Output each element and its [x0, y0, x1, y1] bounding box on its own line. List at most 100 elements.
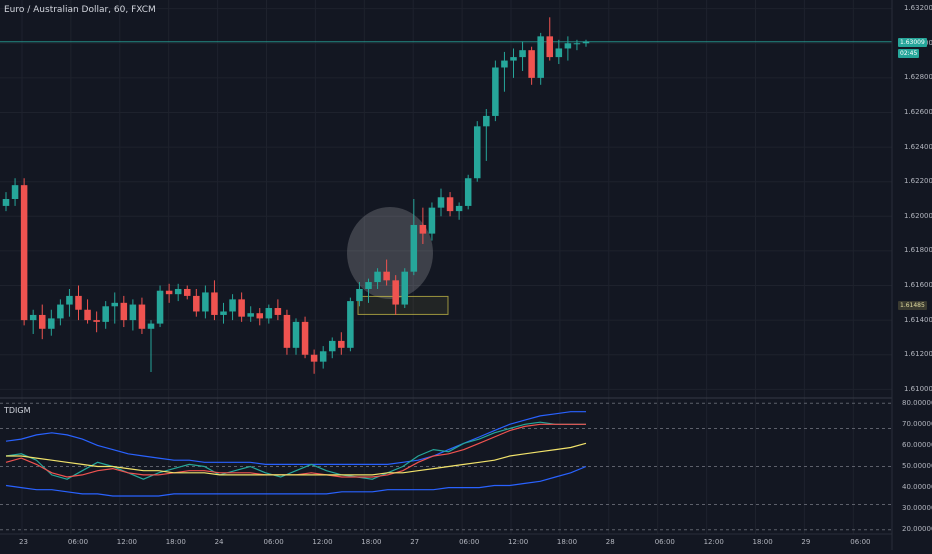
candle-body: [319, 351, 327, 362]
time-axis-label: 06:00: [263, 538, 284, 546]
time-axis-label: 18:00: [752, 538, 773, 546]
price-axis-label: 1.61000: [904, 384, 932, 393]
candle-body: [347, 301, 354, 348]
candle-body: [292, 321, 300, 348]
candle-body: [582, 41, 590, 44]
candle-body: [193, 295, 200, 312]
candle-body: [111, 302, 119, 307]
upper-band-line: [5, 411, 586, 465]
candle-body: [283, 314, 291, 348]
candle-body: [183, 288, 191, 296]
price-axis-label: 1.62600: [904, 107, 932, 116]
candle-body: [528, 50, 535, 78]
marker-price-badge: 1.61485: [898, 301, 927, 310]
candle-body: [301, 321, 309, 355]
candle-body: [265, 308, 273, 319]
price-axis-label: 1.61800: [904, 246, 932, 255]
price-axis-label: 1.61200: [904, 350, 932, 359]
candle-body: [147, 323, 155, 329]
candle-body: [356, 288, 363, 302]
price-axis-label: 1.62200: [904, 177, 932, 186]
time-axis-label: 28: [605, 538, 615, 546]
candle-body: [365, 282, 372, 289]
candle-body: [129, 304, 137, 321]
time-axis-label: 06:00: [654, 538, 675, 546]
candle-body: [374, 271, 381, 283]
price-axis-label: 1.61400: [904, 315, 932, 324]
candle-body: [455, 205, 463, 212]
candle-body: [428, 207, 436, 234]
time-axis-label: 12:00: [508, 538, 529, 546]
countdown-badge: 02:45: [898, 49, 920, 58]
indicator-axis-label: 50.00000: [902, 462, 932, 470]
price-axis-label: 1.62000: [904, 211, 932, 220]
time-axis-label: 06:00: [850, 538, 871, 546]
price-axis-label: 1.62400: [904, 142, 932, 151]
candle-body: [256, 313, 264, 319]
symbol-title[interactable]: Euro / Australian Dollar, 60, FXCM: [4, 5, 156, 15]
indicator-axis-label: 60.00000: [902, 440, 932, 449]
candle-body: [464, 178, 472, 206]
candle-body: [247, 313, 254, 317]
candle-body: [174, 288, 182, 295]
market-base-line: [6, 442, 587, 476]
candle-body: [120, 302, 128, 321]
candle-body: [38, 314, 46, 329]
candle-body: [573, 43, 581, 45]
price-axis-label: 1.61600: [904, 281, 932, 290]
candle-body: [48, 318, 55, 329]
price-axis-label: 1.62800: [904, 73, 932, 82]
indicator-axis-label: 20.00000: [902, 525, 932, 534]
candle-body: [11, 185, 19, 199]
time-axis-label: 18:00: [165, 538, 186, 546]
candle-body: [392, 280, 399, 305]
candle-body: [138, 304, 146, 329]
lower-band-line: [5, 465, 587, 497]
last-price-badge: 1.63009: [898, 38, 927, 47]
candle-body: [66, 295, 73, 305]
candle-body: [310, 354, 318, 362]
candle-body: [419, 224, 427, 234]
indicator-axis-label: 80.00000: [902, 398, 932, 407]
time-axis-label: 29: [801, 538, 811, 546]
rsi-line: [5, 421, 586, 480]
candle-body: [165, 290, 173, 295]
time-axis-label: 06:00: [67, 538, 89, 546]
candle-body: [510, 57, 517, 61]
indicator-title[interactable]: TDIGM: [4, 406, 31, 415]
candle-body: [555, 48, 563, 58]
time-axis-label: 12:00: [116, 538, 137, 546]
candle-body: [202, 292, 209, 312]
candle-body: [238, 299, 245, 317]
candle-body: [84, 309, 91, 321]
candle-layer: [2, 17, 590, 374]
time-axis-label: 18:00: [556, 538, 578, 546]
candle-body: [383, 271, 390, 281]
candle-body: [328, 340, 336, 352]
candle-body: [437, 197, 445, 208]
indicator-layer: [0, 402, 892, 531]
candle-body: [220, 311, 227, 315]
time-axis-label: 12:00: [703, 538, 724, 546]
candle-body: [501, 60, 508, 68]
indicator-axis-label: 40.00000: [902, 483, 932, 492]
candle-body: [492, 67, 499, 116]
candle-body: [446, 197, 454, 212]
candle-body: [93, 320, 100, 322]
candle-body: [519, 50, 526, 58]
candle-body: [473, 126, 481, 179]
candle-body: [20, 185, 28, 321]
candle-body: [537, 36, 544, 78]
time-axis-label: 23: [19, 538, 28, 546]
candle-body: [401, 271, 409, 305]
candle-body: [75, 295, 82, 310]
candle-body: [211, 292, 218, 315]
candle-body: [546, 36, 554, 58]
time-axis-label: 06:00: [459, 538, 480, 546]
candle-body: [29, 314, 37, 321]
price-axis-label: 1.63200: [904, 4, 932, 13]
time-axis-label: 18:00: [361, 538, 382, 546]
